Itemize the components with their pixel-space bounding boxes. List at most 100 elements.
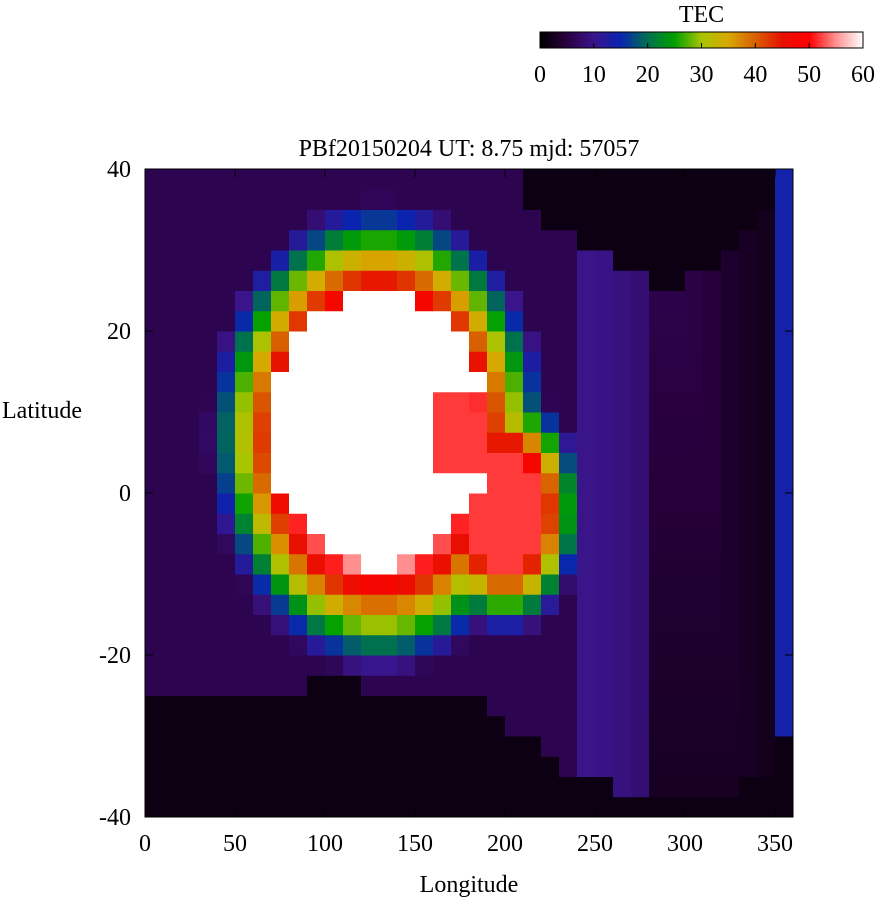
heatmap-cell	[433, 310, 452, 332]
heatmap-cell	[415, 594, 434, 615]
heatmap-cell	[487, 614, 506, 636]
heatmap-cell	[703, 796, 722, 818]
heatmap-cell	[577, 493, 596, 514]
heatmap-cell	[343, 391, 362, 413]
heatmap-cell	[145, 736, 164, 757]
heatmap-cell	[757, 574, 776, 595]
heatmap-cell	[271, 574, 290, 595]
heatmap-cell	[163, 290, 182, 312]
heatmap-cell	[415, 493, 434, 514]
heatmap-cell	[343, 675, 362, 696]
heatmap-cell	[505, 432, 524, 453]
heatmap-cell	[631, 472, 650, 494]
heatmap-cell	[703, 452, 722, 474]
heatmap-cell	[451, 634, 470, 656]
heatmap-cell	[415, 533, 434, 555]
heatmap-cell	[325, 513, 344, 534]
heatmap-cell	[559, 594, 578, 615]
heatmap-cell	[415, 675, 434, 696]
heatmap-cell	[775, 634, 794, 656]
heatmap-cell	[613, 574, 632, 595]
heatmap-cell	[415, 412, 434, 433]
heatmap-cell	[163, 189, 182, 210]
heatmap-cell	[271, 796, 290, 818]
heatmap-cell	[163, 594, 182, 615]
heatmap-cell	[757, 553, 776, 575]
heatmap-cell	[415, 229, 434, 251]
heatmap-cell	[307, 675, 326, 696]
heatmap-cell	[415, 655, 434, 676]
heatmap-cell	[631, 391, 650, 413]
heatmap-cell	[361, 513, 380, 534]
heatmap-cell	[343, 796, 362, 818]
heatmap-cell	[739, 371, 758, 393]
heatmap-cell	[163, 412, 182, 433]
heatmap-cell	[307, 452, 326, 474]
heatmap-cell	[775, 675, 794, 696]
heatmap-cell	[307, 351, 326, 372]
heatmap-cell	[145, 351, 164, 372]
chart-title: PBf20150204 UT: 8.75 mjd: 57057	[299, 136, 640, 162]
heatmap-cell	[451, 493, 470, 514]
heatmap-cell	[559, 493, 578, 514]
heatmap-cell	[775, 594, 794, 615]
colorbar-tick-label: 30	[690, 62, 714, 88]
heatmap-cell	[271, 776, 290, 798]
heatmap-cell	[451, 695, 470, 717]
heatmap-cell	[685, 452, 704, 474]
heatmap-cell	[343, 513, 362, 534]
heatmap-cell	[523, 756, 542, 777]
heatmap-cell	[541, 169, 560, 190]
heatmap-cell	[199, 695, 218, 717]
heatmap-cell	[289, 209, 308, 231]
heatmap-cell	[649, 533, 668, 555]
heatmap-cell	[559, 169, 578, 190]
heatmap-cell	[559, 574, 578, 595]
heatmap-cell	[271, 756, 290, 777]
heatmap-cell	[487, 310, 506, 332]
heatmap-cell	[361, 594, 380, 615]
heatmap-cell	[595, 675, 614, 696]
heatmap-cell	[703, 594, 722, 615]
heatmap-cell	[667, 715, 686, 737]
heatmap-cell	[397, 594, 416, 615]
heatmap-cell	[235, 796, 254, 818]
heatmap-cell	[361, 189, 380, 210]
heatmap-cell	[397, 736, 416, 757]
heatmap-cell	[721, 270, 740, 291]
heatmap-cell	[451, 796, 470, 818]
heatmap-cell	[271, 675, 290, 696]
heatmap-cell	[379, 250, 398, 271]
heatmap-cell	[721, 655, 740, 676]
heatmap-cell	[559, 796, 578, 818]
heatmap-cell	[577, 290, 596, 312]
heatmap-cell	[163, 229, 182, 251]
heatmap-cell	[685, 229, 704, 251]
heatmap-cell	[685, 533, 704, 555]
heatmap-cell	[541, 776, 560, 798]
heatmap-cell	[433, 533, 452, 555]
heatmap-cell	[181, 310, 200, 332]
heatmap-cell	[559, 351, 578, 372]
heatmap-cell	[541, 756, 560, 777]
heatmap-cell	[361, 270, 380, 291]
heatmap-cell	[757, 756, 776, 777]
heatmap-cell	[595, 796, 614, 818]
heatmap-cell	[613, 533, 632, 555]
heatmap-cell	[433, 452, 452, 474]
heatmap-cell	[523, 452, 542, 474]
heatmap-cell	[253, 553, 272, 575]
heatmap-cell	[523, 614, 542, 636]
heatmap-cell	[487, 533, 506, 555]
heatmap-cell	[577, 736, 596, 757]
heatmap-cell	[145, 533, 164, 555]
heatmap-cell	[541, 351, 560, 372]
heatmap-cell	[649, 736, 668, 757]
heatmap-cell	[631, 229, 650, 251]
heatmap-cell	[721, 209, 740, 231]
heatmap-cell	[595, 553, 614, 575]
heatmap-cell	[757, 189, 776, 210]
heatmap-cell	[739, 250, 758, 271]
heatmap-cell	[307, 331, 326, 352]
heatmap-cell	[181, 796, 200, 818]
